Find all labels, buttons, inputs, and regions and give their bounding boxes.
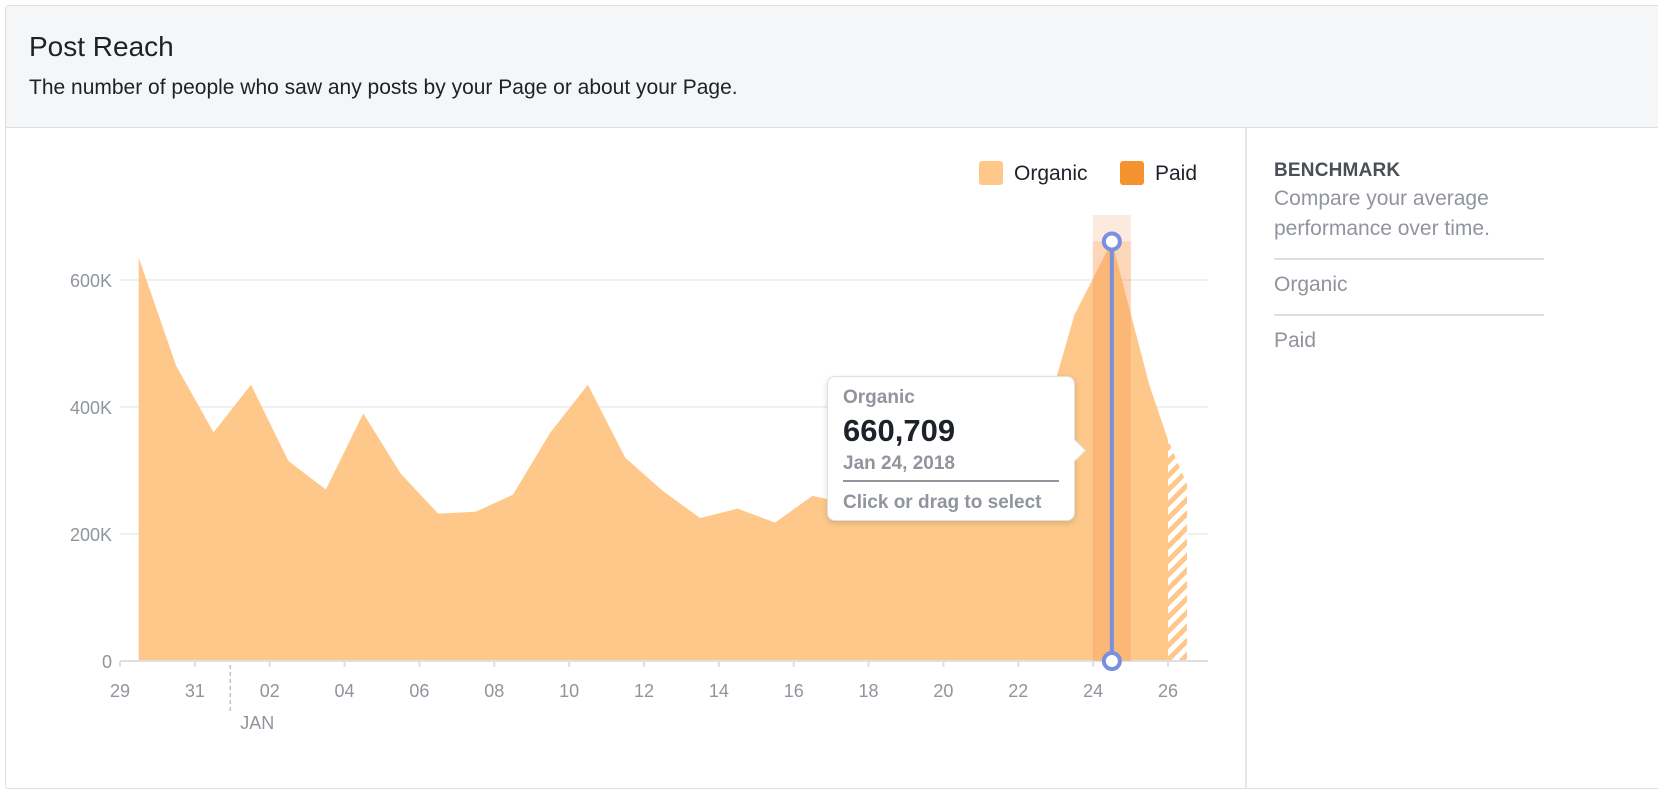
legend-organic-swatch (979, 161, 1003, 185)
x-tick-label: 12 (634, 681, 654, 701)
x-tick-label: 20 (933, 681, 953, 701)
x-tick-label: 02 (260, 681, 280, 701)
x-tick-label: 14 (709, 681, 729, 701)
tooltip-date: Jan 24, 2018 (843, 453, 955, 474)
panel-divider (1245, 128, 1247, 788)
y-tick-label: 0 (102, 652, 112, 672)
page-subtitle: The number of people who saw any posts b… (29, 76, 738, 99)
benchmark-item-paid[interactable]: Paid (1274, 329, 1317, 352)
tooltip-divider (843, 480, 1059, 482)
page-title: Post Reach (29, 31, 174, 62)
x-tick-label: 08 (484, 681, 504, 701)
post-reach-chart[interactable]: 0 200K 400K 600K 29 31 02 04 06 08 10 12 14 16 18 20 22 2… (0, 0, 1240, 790)
benchmark-panel: BENCHMARK Compare your average performan… (1274, 160, 1544, 356)
x-tick-label: 31 (185, 681, 205, 701)
benchmark-item-organic[interactable]: Organic (1274, 273, 1348, 296)
x-tick-label: 06 (409, 681, 429, 701)
benchmark-divider (1274, 258, 1544, 260)
data-tooltip: Organic 660,709 Jan 24, 2018 Click or dr… (827, 376, 1075, 521)
x-tick-label: 16 (784, 681, 804, 701)
benchmark-divider (1274, 314, 1544, 316)
organic-area (138, 241, 1169, 662)
legend-paid-label: Paid (1155, 162, 1197, 185)
tooltip-hint: Click or drag to select (843, 492, 1042, 513)
organic-partial-area (1168, 440, 1187, 661)
x-tick-label: 26 (1158, 681, 1178, 701)
x-tick-label: 10 (559, 681, 579, 701)
y-tick-label: 400K (70, 398, 112, 418)
x-tick-label: 29 (110, 681, 130, 701)
benchmark-description: Compare your average performance over ti… (1274, 187, 1490, 240)
x-tick-label: 04 (335, 681, 355, 701)
tooltip-series: Organic (843, 387, 915, 408)
selector-top-handle (1101, 231, 1122, 252)
x-tick-label: 18 (859, 681, 879, 701)
legend-organic-label: Organic (1014, 162, 1088, 185)
benchmark-heading: BENCHMARK (1274, 160, 1401, 181)
card-header: Post Reach The number of people who saw … (6, 6, 1658, 128)
y-tick-label: 600K (70, 271, 112, 291)
x-tick-label: 22 (1008, 681, 1028, 701)
legend-paid-swatch (1120, 161, 1144, 185)
month-label: JAN (240, 713, 274, 733)
selector-bottom-handle (1101, 651, 1122, 671)
y-tick-label: 200K (70, 525, 112, 545)
tooltip-value: 660,709 (843, 413, 956, 448)
x-tick-label: 24 (1083, 681, 1103, 701)
